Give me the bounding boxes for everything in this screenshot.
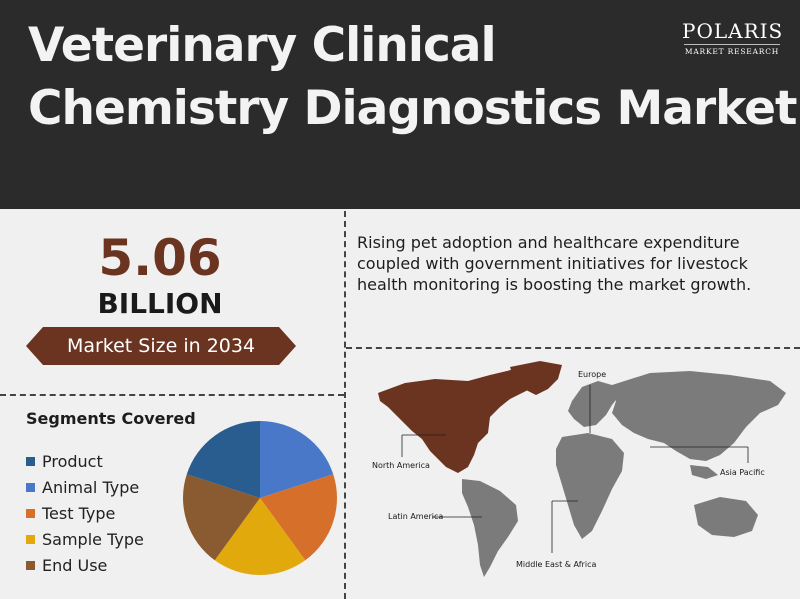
region-label-latin-america: Latin America xyxy=(388,512,443,521)
legend-item: Animal Type xyxy=(26,474,144,500)
title-line-2: Chemistry Diagnostics Market xyxy=(28,81,798,136)
legend-swatch xyxy=(26,508,35,518)
legend-label: End Use xyxy=(42,555,108,575)
latin-america-shape xyxy=(462,479,518,577)
header-banner: Veterinary Clinical Chemistry Diagnostic… xyxy=(0,0,800,209)
europe-shape xyxy=(568,381,620,427)
world-map: North America Europe Asia Pacific Latin … xyxy=(372,361,786,577)
polaris-logo: POLARIS MARKET RESEARCH xyxy=(682,20,782,56)
logo-subtitle: MARKET RESEARCH xyxy=(684,47,780,56)
pie-slice-product xyxy=(186,421,260,498)
legend-swatch xyxy=(26,534,35,544)
greenland-shape xyxy=(510,361,562,395)
page-title: Veterinary Clinical Chemistry Diagnostic… xyxy=(28,14,798,140)
region-label-middle-east-africa: Middle East & Africa xyxy=(516,560,596,569)
pie-slice-animal-type xyxy=(260,421,334,498)
title-line-1: Veterinary Clinical xyxy=(28,18,497,73)
pie-slice-test-type xyxy=(260,474,337,561)
africa-shape xyxy=(556,433,624,539)
segments-pie-chart xyxy=(183,421,337,575)
right-horizontal-divider xyxy=(346,347,800,349)
region-label-asia-pacific: Asia Pacific xyxy=(720,468,765,477)
legend-swatch xyxy=(26,560,35,570)
logo-divider xyxy=(684,44,780,45)
legend-label: Test Type xyxy=(42,503,116,523)
pie-slice-end-use xyxy=(183,474,260,561)
vertical-divider xyxy=(344,211,346,599)
legend-label: Product xyxy=(42,451,103,471)
segments-title: Segments Covered xyxy=(26,409,196,428)
logo-name: POLARIS xyxy=(682,19,784,43)
region-label-north-america: North America xyxy=(372,461,430,470)
australia-shape xyxy=(694,497,758,537)
legend-item: Product xyxy=(26,448,144,474)
left-horizontal-divider xyxy=(0,394,344,396)
legend-swatch xyxy=(26,482,35,492)
legend-item: Sample Type xyxy=(26,526,144,552)
market-size-label: Market Size in 2034 xyxy=(26,327,296,365)
legend-item: Test Type xyxy=(26,500,144,526)
segments-legend: Product Animal Type Test Type Sample Typ… xyxy=(26,448,144,578)
asia-shape xyxy=(612,371,786,461)
market-description: Rising pet adoption and healthcare expen… xyxy=(357,233,752,294)
north-america-shape xyxy=(378,369,545,473)
pie-slice-sample-type xyxy=(214,498,306,575)
legend-label: Animal Type xyxy=(42,477,140,497)
southeast-asia-shape xyxy=(690,465,718,479)
legend-label: Sample Type xyxy=(42,529,144,549)
legend-item: End Use xyxy=(26,552,144,578)
market-size-value: 5.06 xyxy=(98,229,222,287)
region-label-europe: Europe xyxy=(578,370,606,379)
market-size-unit: BILLION xyxy=(97,287,223,320)
legend-swatch xyxy=(26,456,35,466)
